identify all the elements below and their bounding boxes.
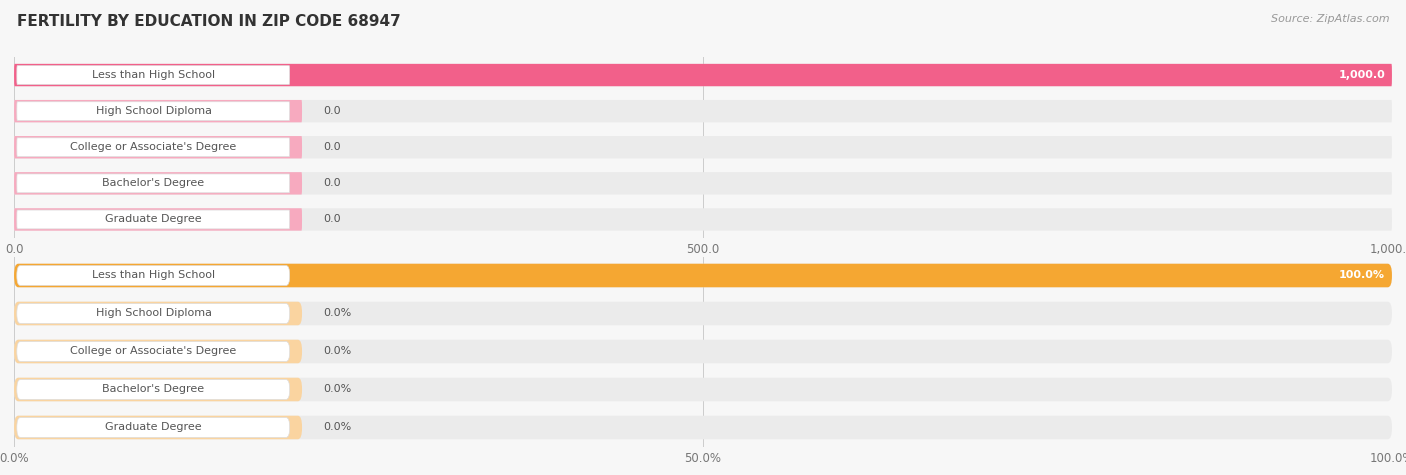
Text: 0.0%: 0.0% [323,346,352,357]
FancyBboxPatch shape [17,210,290,229]
Text: College or Associate's Degree: College or Associate's Degree [70,142,236,152]
FancyBboxPatch shape [17,174,290,193]
FancyBboxPatch shape [14,136,1392,159]
Text: College or Associate's Degree: College or Associate's Degree [70,346,236,357]
FancyBboxPatch shape [14,172,302,195]
Text: Less than High School: Less than High School [91,70,215,80]
FancyBboxPatch shape [14,416,302,439]
Text: Bachelor's Degree: Bachelor's Degree [103,384,204,395]
FancyBboxPatch shape [14,100,1392,123]
FancyBboxPatch shape [14,208,1392,231]
FancyBboxPatch shape [14,302,1392,325]
FancyBboxPatch shape [17,342,290,361]
Text: Graduate Degree: Graduate Degree [105,214,202,225]
FancyBboxPatch shape [14,378,302,401]
Text: 100.0%: 100.0% [1339,270,1385,281]
FancyBboxPatch shape [14,172,1392,195]
FancyBboxPatch shape [14,302,302,325]
Text: High School Diploma: High School Diploma [96,106,211,116]
FancyBboxPatch shape [14,64,1392,86]
FancyBboxPatch shape [17,138,290,157]
Text: Bachelor's Degree: Bachelor's Degree [103,178,204,189]
FancyBboxPatch shape [14,416,1392,439]
Text: Less than High School: Less than High School [91,270,215,281]
FancyBboxPatch shape [17,304,290,323]
Text: High School Diploma: High School Diploma [96,308,211,319]
Text: Source: ZipAtlas.com: Source: ZipAtlas.com [1271,14,1389,24]
Text: Graduate Degree: Graduate Degree [105,422,202,433]
Text: 0.0: 0.0 [323,178,340,189]
FancyBboxPatch shape [14,208,302,231]
FancyBboxPatch shape [14,264,1392,287]
FancyBboxPatch shape [14,340,302,363]
FancyBboxPatch shape [17,418,290,437]
Text: 1,000.0: 1,000.0 [1339,70,1385,80]
Text: 0.0%: 0.0% [323,384,352,395]
FancyBboxPatch shape [14,264,1392,287]
FancyBboxPatch shape [14,340,1392,363]
FancyBboxPatch shape [17,380,290,399]
FancyBboxPatch shape [14,136,302,159]
Text: 0.0: 0.0 [323,106,340,116]
Text: 0.0%: 0.0% [323,308,352,319]
Text: FERTILITY BY EDUCATION IN ZIP CODE 68947: FERTILITY BY EDUCATION IN ZIP CODE 68947 [17,14,401,29]
Text: 0.0: 0.0 [323,142,340,152]
Text: 0.0%: 0.0% [323,422,352,433]
FancyBboxPatch shape [17,266,290,285]
FancyBboxPatch shape [14,378,1392,401]
FancyBboxPatch shape [14,64,1392,86]
FancyBboxPatch shape [17,66,290,85]
FancyBboxPatch shape [17,102,290,121]
Text: 0.0: 0.0 [323,214,340,225]
FancyBboxPatch shape [14,100,302,123]
